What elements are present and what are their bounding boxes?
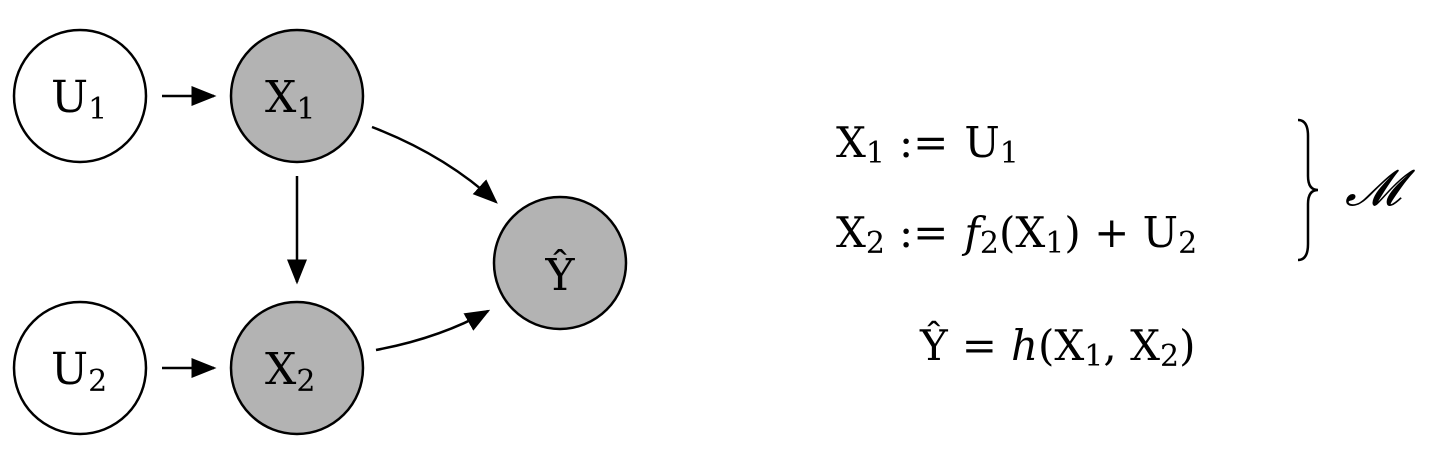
svg-text:X1: X1 [265,72,315,127]
svg-text:X2: X2 [265,344,315,399]
edge-x1-yhat [371,125,498,204]
node-yhat-label: Ŷ [544,248,575,301]
node-x2: X2 [229,300,365,436]
node-u2-label: U [51,344,88,395]
svg-text:U2: U2 [51,344,107,399]
edge-x2-yhat [375,309,491,352]
equation-3: Ŷ = h(X1, X2) [919,320,1195,374]
node-x1: X1 [229,28,365,164]
equation-1: X1:= U1 [836,118,1019,171]
node-u1-label: U [51,72,88,123]
node-x1-sub: 1 [296,92,315,127]
node-u1: U1 [12,28,148,164]
node-u1-sub: 1 [88,92,107,127]
node-x2-sub: 2 [296,364,315,399]
node-x2-label: X [265,344,297,395]
svg-text:U1: U1 [51,72,107,127]
model-brace [1297,118,1319,262]
node-x1-label: X [265,72,297,123]
node-yhat: Ŷ [492,195,628,331]
node-u2-sub: 2 [88,364,107,399]
node-u2: U2 [12,300,148,436]
model-label: 𝓜 [1345,159,1416,217]
equation-2: X2:= f2(X1) + U2 [836,208,1197,261]
equation-block: X1:= U1 X2:= f2(X1) + U2 𝓜 Ŷ = h(X1, X2) [836,118,1416,374]
